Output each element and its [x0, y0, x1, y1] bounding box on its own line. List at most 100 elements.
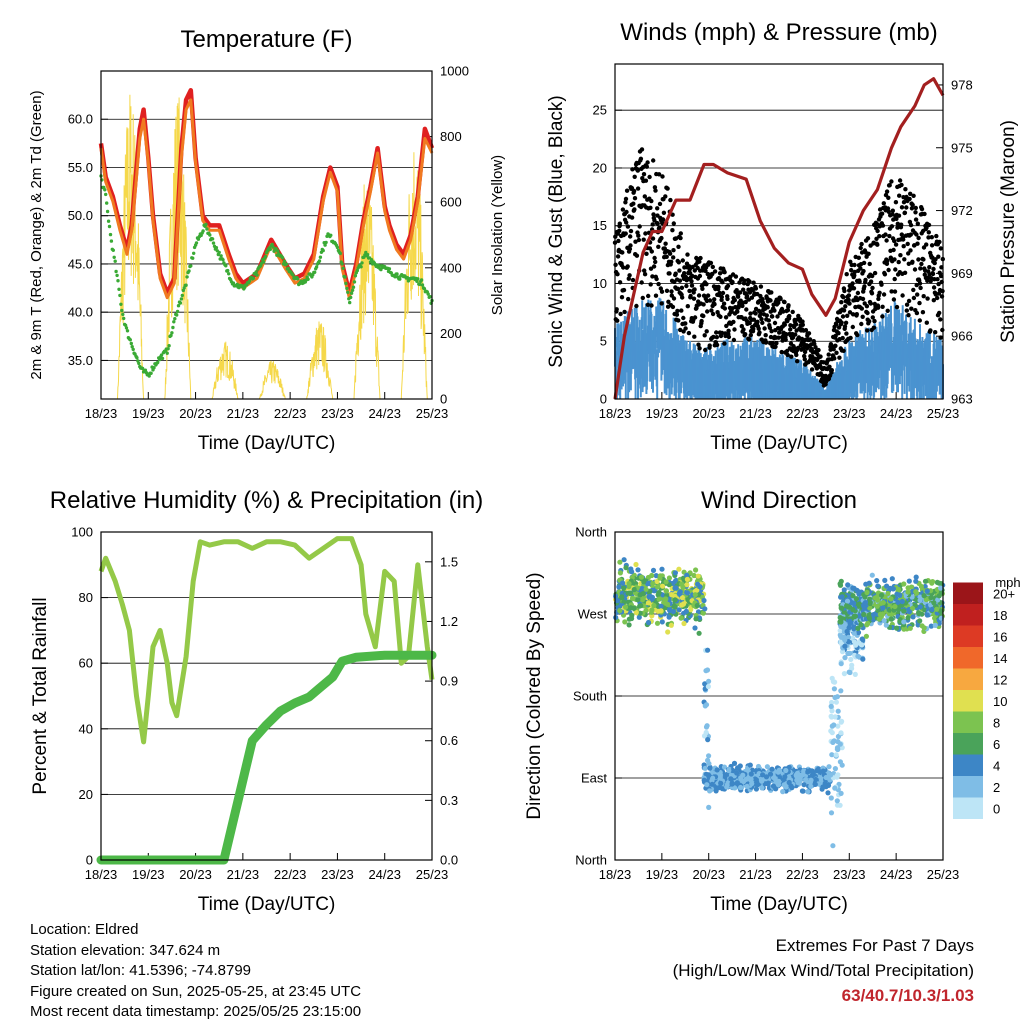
- gust-point: [615, 254, 621, 259]
- direction-point: [816, 766, 822, 772]
- extremes-box: Extremes For Past 7 Days (High/Low/Max W…: [673, 933, 974, 1008]
- gust-point: [680, 295, 685, 300]
- direction-point: [906, 578, 912, 584]
- direction-point: [880, 600, 886, 606]
- direction-point: [748, 776, 754, 783]
- plot-border: [100, 70, 433, 400]
- gust-series: [612, 147, 945, 388]
- gust-point: [654, 276, 659, 282]
- td-point: [149, 371, 153, 375]
- gust-point: [855, 332, 860, 338]
- gust-point: [760, 320, 765, 325]
- gust-point: [638, 156, 644, 161]
- gust-point: [851, 286, 857, 291]
- gust-point: [716, 284, 721, 290]
- gust-point: [937, 310, 942, 316]
- gust-point: [755, 319, 760, 324]
- gust-point: [661, 210, 667, 215]
- td-point: [418, 282, 422, 287]
- direction-point: [838, 661, 844, 667]
- direction-point: [838, 688, 844, 694]
- direction-point: [853, 642, 859, 648]
- gust-point: [667, 251, 673, 256]
- gust-point: [753, 306, 759, 312]
- direction-point: [845, 582, 851, 588]
- gust-point: [647, 174, 652, 180]
- td-point: [185, 275, 189, 279]
- direction-point: [805, 769, 811, 775]
- td-point: [176, 304, 181, 308]
- direction-point: [641, 579, 647, 585]
- series-2m-td: [99, 174, 434, 378]
- direction-point: [847, 618, 853, 624]
- gust-point: [883, 232, 888, 237]
- direction-point: [732, 785, 738, 791]
- gust-point: [904, 308, 909, 313]
- gust-point: [901, 244, 906, 249]
- panel-title: Temperature (F): [180, 26, 352, 53]
- direction-point: [899, 598, 905, 605]
- gust-point: [704, 329, 709, 334]
- direction-point: [837, 802, 843, 808]
- td-point: [180, 293, 184, 298]
- direction-point: [759, 785, 765, 791]
- direction-point: [637, 610, 643, 616]
- td-point: [276, 249, 280, 253]
- gust-point: [868, 301, 873, 306]
- gust-point: [831, 347, 836, 352]
- gust-point: [772, 308, 777, 313]
- gust-point: [702, 333, 707, 338]
- gust-point: [620, 250, 625, 255]
- direction-point: [747, 762, 753, 768]
- gust-point: [842, 324, 848, 329]
- gust-point: [656, 172, 662, 177]
- gust-point: [633, 239, 638, 244]
- td-point: [117, 287, 121, 291]
- direction-point: [693, 616, 699, 622]
- solar-trace: [400, 152, 428, 400]
- direction-point: [829, 752, 835, 758]
- gust-point: [786, 303, 791, 308]
- gust-point: [708, 260, 714, 266]
- gust-point: [901, 200, 907, 205]
- gust-point: [898, 253, 903, 258]
- td-point: [349, 291, 354, 295]
- x-axis-label: Time (Day/UTC): [198, 894, 336, 915]
- direction-point: [851, 585, 857, 592]
- direction-point: [786, 764, 792, 770]
- x-tick-label: 23/23: [833, 867, 866, 882]
- gust-point: [793, 332, 798, 337]
- gust-point: [628, 234, 633, 239]
- x-tick-label: 23/23: [833, 406, 866, 421]
- direction-point: [845, 634, 852, 640]
- x-tick-label: 22/23: [274, 867, 307, 882]
- y-tick-label: North: [575, 525, 607, 540]
- gust-point: [892, 238, 897, 244]
- y-axis-label: Direction (Colored By Speed): [524, 572, 545, 819]
- direction-point: [718, 780, 724, 787]
- direction-point: [650, 581, 656, 587]
- gust-point: [896, 213, 902, 218]
- gust-point: [730, 279, 735, 285]
- td-point: [107, 224, 112, 229]
- y2-axis-label: Solar Insolation (Yellow): [489, 155, 506, 315]
- colorbar-swatch: [953, 733, 983, 755]
- gust-point: [774, 341, 779, 346]
- gust-point: [616, 238, 621, 244]
- gust-point: [843, 320, 849, 325]
- td-point: [108, 232, 113, 237]
- direction-point: [626, 583, 632, 590]
- td-point: [104, 192, 108, 197]
- direction-point: [664, 592, 670, 598]
- direction-point: [753, 777, 760, 783]
- direction-point: [851, 626, 857, 632]
- direction-point: [837, 615, 843, 621]
- direction-point: [734, 770, 740, 776]
- gust-point: [840, 335, 845, 341]
- y-tick-label: 60: [79, 656, 93, 671]
- gust-point: [889, 224, 895, 229]
- gust-point: [836, 325, 842, 330]
- y-tick-label: 55.0: [68, 160, 93, 175]
- gust-point: [782, 322, 787, 327]
- td-point: [178, 301, 183, 305]
